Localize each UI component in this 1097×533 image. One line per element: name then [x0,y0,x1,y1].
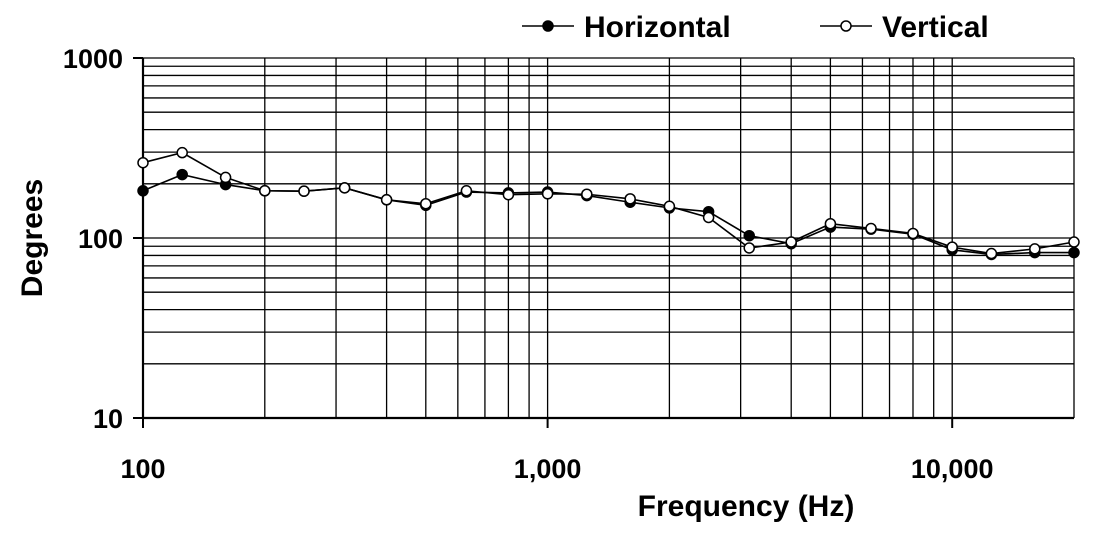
data-point-vertical [176,146,188,159]
y-tick-label: 100 [78,224,123,254]
grid [143,57,1075,418]
data-point-vertical [743,242,755,254]
data-point-vertical [663,200,676,213]
data-point-vertical [785,236,797,248]
x-tick-label: 1,000 [514,454,582,484]
data-point-vertical [502,188,515,201]
series-layer [137,146,1080,261]
data-point-vertical [259,185,271,197]
data-point-vertical [137,156,149,169]
y-axis-title: Degrees [16,179,49,297]
legend-label-horizontal: Horizontal [584,11,731,44]
y-tick-label: 1000 [63,44,123,74]
x-tick-label: 100 [120,454,165,484]
data-point-vertical [420,197,432,210]
legend: Horizontal Vertical [522,11,989,44]
legend-marker-vertical [840,20,852,32]
data-point-vertical [624,193,636,205]
data-point-vertical [865,222,877,235]
axes [133,57,1074,428]
data-point-vertical [1029,243,1041,255]
data-point-vertical [298,185,310,197]
legend-label-vertical: Vertical [882,11,989,44]
data-point-vertical [581,188,593,201]
data-point-vertical [338,182,351,194]
data-point-horizontal [176,168,188,181]
data-point-vertical [460,185,473,197]
data-point-vertical [946,241,958,253]
series-line-horizontal [142,173,1074,256]
legend-marker-horizontal [542,20,554,32]
x-tick-label: 10,000 [911,454,994,484]
data-point-vertical [985,247,998,260]
data-point-horizontal [743,229,755,242]
data-point-vertical [702,211,715,224]
data-point-vertical [541,188,554,200]
data-point-vertical [907,227,919,240]
y-tick-label: 10 [93,404,123,434]
x-axis-title: Frequency (Hz) [638,490,855,523]
series-line-vertical [142,151,1075,255]
data-point-vertical [380,194,393,206]
data-point-vertical [219,171,232,184]
labels: 10 100 1000 100 1,000 10,000 Frequency (Hz) Deg… [16,44,993,523]
data-point-vertical [1068,236,1080,248]
data-point-horizontal [137,185,149,197]
data-point-vertical [824,217,837,230]
data-point-horizontal [1068,246,1080,259]
